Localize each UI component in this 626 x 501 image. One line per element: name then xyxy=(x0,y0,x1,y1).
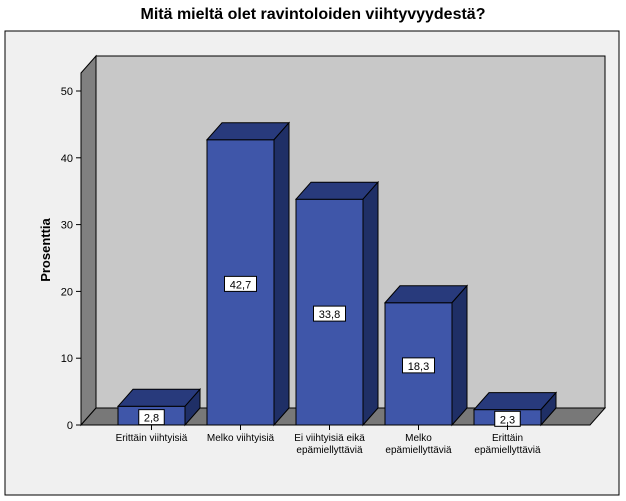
y-tick-label: 0 xyxy=(67,420,73,432)
bar-side-face xyxy=(273,121,290,427)
data-label-box xyxy=(138,409,165,426)
y-tick-label: 10 xyxy=(61,353,73,365)
bar-side-face xyxy=(362,180,379,427)
data-label-box xyxy=(224,275,257,292)
x-tick-label: Melko epämiellyttäviä xyxy=(385,433,452,456)
y-tick-label: 40 xyxy=(61,153,73,165)
data-label: 2,3 xyxy=(500,414,515,426)
x-tick-label: Melko viihtyisiä xyxy=(207,433,275,444)
data-label: 33,8 xyxy=(319,309,340,321)
data-label: 2,8 xyxy=(144,413,159,425)
y-tick-label: 20 xyxy=(61,286,73,298)
bar-side-face xyxy=(184,387,201,427)
y-tick-label: 50 xyxy=(61,86,73,98)
y-tick-label: 30 xyxy=(61,220,73,232)
data-label: 42,7 xyxy=(230,279,251,291)
plot-left-wall xyxy=(80,54,97,427)
bar-side-face xyxy=(540,391,557,427)
chart-title: Mitä mieltä olet ravintoloiden viihtyvyy… xyxy=(140,6,486,23)
data-label-box xyxy=(313,305,346,322)
x-tick-label: Ei viihtyisiä eikä epämiellyttäviä xyxy=(294,433,365,456)
bar-side-face xyxy=(451,284,468,427)
y-axis-title: Prosenttia xyxy=(38,217,53,281)
x-tick-label: Erittäin viihtyisiä xyxy=(116,433,188,444)
data-label: 18,3 xyxy=(408,361,429,373)
x-tick-label: Erittäin epämiellyttäviä xyxy=(474,433,541,456)
data-label-box xyxy=(402,357,435,374)
